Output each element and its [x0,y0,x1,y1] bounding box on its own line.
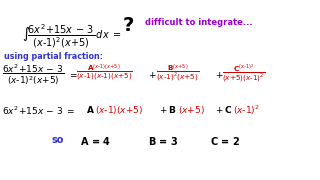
Text: $\mathbf{A}$: $\mathbf{A}$ [86,104,95,115]
Text: $\mathbf{C\,=\,2}$: $\mathbf{C\,=\,2}$ [210,135,240,147]
Text: using partial fraction:: using partial fraction: [4,52,103,61]
Text: $(x\text{-}1)(x\text{+}5)$: $(x\text{-}1)(x\text{+}5)$ [95,104,143,116]
Text: $+\;\mathbf{C}$: $+\;\mathbf{C}$ [215,104,233,115]
Text: $=$: $=$ [68,70,78,79]
Text: $\mathbf{?}$: $\mathbf{?}$ [122,16,134,35]
Text: $\mathbf{B\,=\,3}$: $\mathbf{B\,=\,3}$ [148,135,179,147]
Text: $\dfrac{\mathbf{A}^{(x\text{-}1)(x\text{+}5)}}{(x\text{-}1)(x\text{-}1)(x\text{+: $\dfrac{\mathbf{A}^{(x\text{-}1)(x\text{… [76,62,133,82]
Text: $\mathbf{A\,=\,4}$: $\mathbf{A\,=\,4}$ [80,135,111,147]
Text: $+$: $+$ [215,70,224,80]
Text: $(x\text{-}1)^2$: $(x\text{-}1)^2$ [233,104,260,117]
Text: $\dfrac{\mathbf{B}^{(x\text{+}5)}}{(x\text{-}1)^2(x\text{+}5)}$: $\dfrac{\mathbf{B}^{(x\text{+}5)}}{(x\te… [156,62,199,83]
Text: $6x^2\!+\!15x\,-\,3\;=\;$: $6x^2\!+\!15x\,-\,3\;=\;$ [2,105,75,117]
Text: difficult to integrate...: difficult to integrate... [145,18,252,27]
Text: $\dfrac{6x^2\!+\!15x\,-\,3}{(x\text{-}1)^2(x\text{+}5)}$: $\dfrac{6x^2\!+\!15x\,-\,3}{(x\text{-}1)… [2,62,64,87]
Text: $+\;\mathbf{B}$: $+\;\mathbf{B}$ [159,104,177,115]
Text: so: so [52,135,64,145]
Text: $(x\text{+}5)$: $(x\text{+}5)$ [178,104,205,116]
Text: $+$: $+$ [148,70,156,80]
Text: $\dfrac{\mathbf{C}^{(x\text{-}1)^2}}{(x\text{+}5)(x\text{-}1)^2}$: $\dfrac{\mathbf{C}^{(x\text{-}1)^2}}{(x\… [222,62,265,84]
Text: $\int\!\dfrac{6x^2\!+\!15x\,-\,3}{(x\text{-}1)^2(x\text{+}5)}\,dx\;=\;$: $\int\!\dfrac{6x^2\!+\!15x\,-\,3}{(x\tex… [22,22,122,50]
